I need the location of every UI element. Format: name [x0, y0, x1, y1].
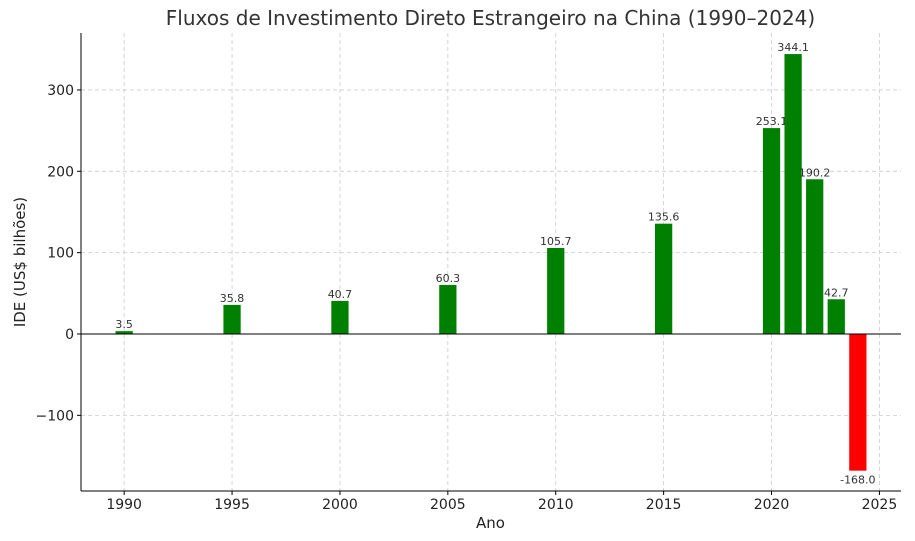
- y-tick-label: 100: [47, 246, 74, 262]
- bar: [223, 304, 241, 334]
- x-tick-label: 2025: [862, 497, 898, 513]
- y-tick-label: 200: [47, 164, 74, 180]
- bar: [762, 128, 781, 334]
- data-label: 3.5: [115, 318, 133, 331]
- data-label: 60.3: [436, 272, 461, 285]
- data-label: -168.0: [840, 474, 875, 487]
- y-tick-label: 300: [47, 83, 74, 99]
- bar: [655, 223, 673, 334]
- data-label: 35.8: [220, 292, 245, 305]
- chart-title: Fluxos de Investimento Direto Estrangeir…: [165, 6, 816, 30]
- bar: [115, 331, 133, 334]
- bar: [331, 300, 349, 334]
- y-tick-label: 0: [65, 327, 74, 343]
- bar: [849, 333, 867, 471]
- data-label: 190.2: [799, 166, 831, 179]
- x-tick-label: 2020: [754, 497, 790, 513]
- x-tick-label: 2000: [322, 497, 358, 513]
- data-label: 40.7: [328, 288, 353, 301]
- x-tick-label: 1995: [214, 497, 250, 513]
- x-tick-label: 2015: [646, 497, 682, 513]
- data-label: 344.1: [777, 41, 809, 54]
- x-tick-label: 2005: [430, 497, 466, 513]
- x-tick-label: 2010: [538, 497, 574, 513]
- data-label: 135.6: [648, 211, 680, 224]
- bar: [806, 179, 824, 334]
- bar: [439, 284, 457, 334]
- y-tick-label: −100: [36, 408, 74, 424]
- x-axis-label: Ano: [476, 514, 505, 532]
- data-label: 105.7: [540, 235, 572, 248]
- y-axis-label: IDE (US$ bilhões): [11, 196, 29, 328]
- x-ticks: 1990 1995 2000 2005 2010 2015 2020 2025: [106, 491, 897, 513]
- bars: 3.5 35.8 40.7 60.3 105.7 135.6 253.1 344.1 190.2…: [115, 41, 875, 487]
- x-tick-label: 1990: [106, 497, 142, 513]
- bar: [827, 299, 845, 334]
- y-ticks: −100 0 100 200 300: [36, 83, 81, 424]
- bar: [784, 54, 802, 334]
- bar: [547, 248, 565, 334]
- data-label: 42.7: [824, 286, 849, 299]
- data-label: 253.1: [756, 115, 788, 128]
